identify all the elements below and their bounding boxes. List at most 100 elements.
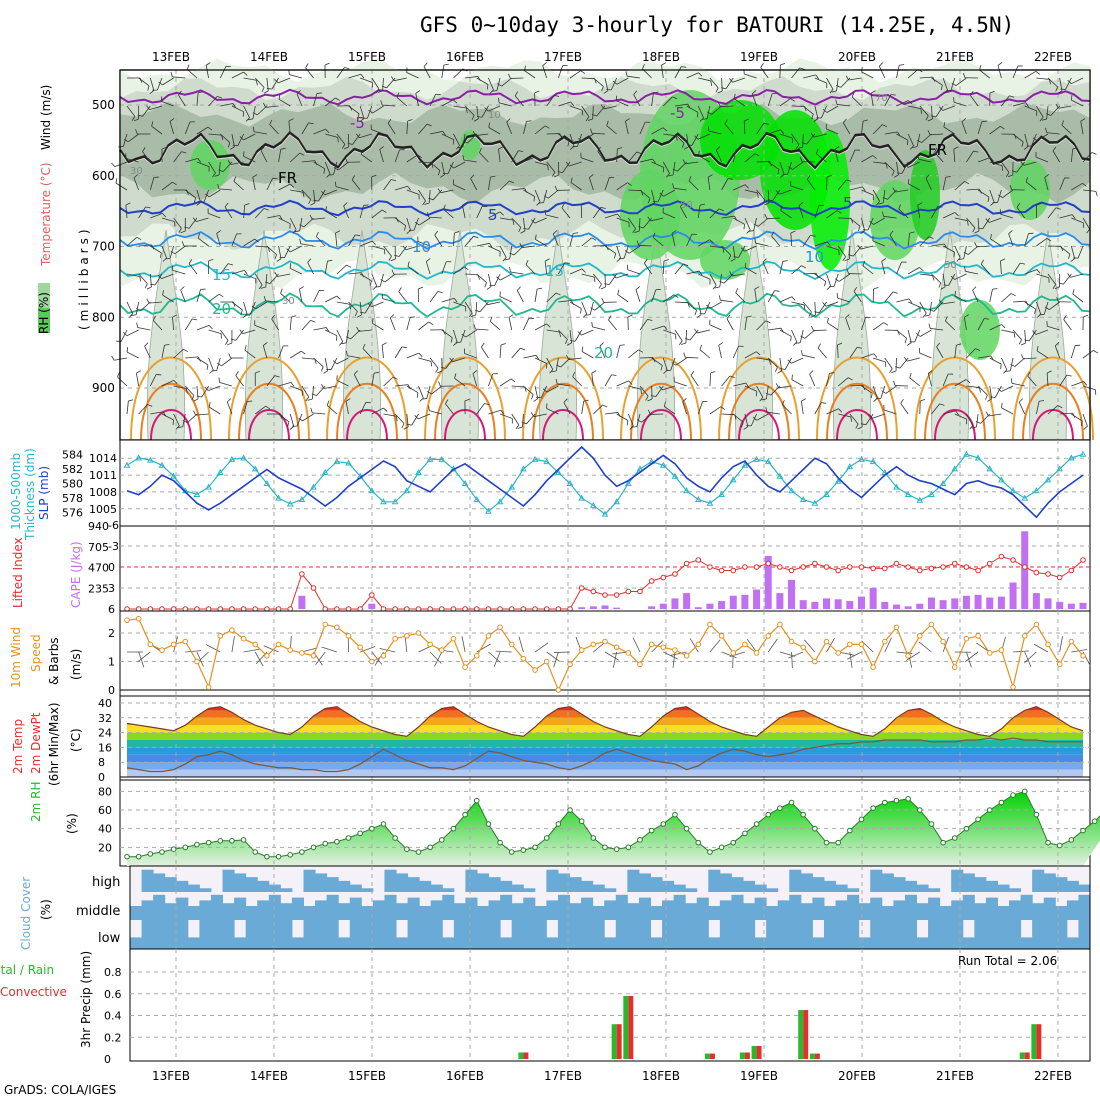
wind-barb-flag (931, 115, 937, 118)
wind-barb-flag (208, 258, 214, 262)
wind-barb (861, 189, 874, 196)
wind-barb-flag (1067, 80, 1072, 84)
wind-barb-flag (437, 291, 443, 294)
wind-barb-flag (180, 230, 186, 234)
wind-barb (953, 149, 956, 163)
wind-barb-flag (881, 211, 884, 217)
wind-barb (628, 385, 642, 390)
wind-barb-flag (508, 314, 514, 318)
wind-barb-flag (709, 239, 714, 244)
wind-speed-line-point (986, 650, 993, 656)
wind-barb (1023, 357, 1037, 360)
thickness-label-b: Thickness (dm) (23, 448, 37, 541)
wind-barb-flag (552, 171, 556, 177)
wind-barb (766, 411, 780, 415)
precip-total-bar (1031, 1024, 1037, 1059)
wind-barb-flag (371, 174, 377, 178)
wind-barb-flag (125, 202, 131, 206)
wind-speed-line-point (940, 638, 946, 645)
wind-barb (834, 149, 839, 163)
wind-barb (430, 130, 443, 135)
wind-barb-flag (269, 119, 273, 125)
wind-barb (173, 413, 180, 426)
thickness-line (126, 453, 1084, 516)
wind-barb (726, 318, 734, 331)
contour-label: FR (278, 169, 297, 187)
wind-speed-line-point (637, 661, 643, 668)
wind-barb-10m (553, 651, 559, 668)
wind-barb-flag (845, 75, 849, 81)
wind-barb (383, 376, 394, 387)
wind-barb-flag (795, 342, 801, 344)
wind-barb (931, 273, 942, 284)
wind-barb (117, 376, 128, 387)
rh-2m-line-point (951, 835, 958, 841)
wind-barb (849, 413, 859, 425)
wind-barb-flag (227, 160, 232, 165)
wind-barb (188, 263, 198, 275)
cloud-high-block (627, 869, 640, 892)
wind-barb-flag (958, 258, 964, 260)
wind-barb (804, 329, 816, 339)
wind-barb (715, 149, 722, 163)
thickness-line-point (893, 483, 900, 490)
wind-barb-flag (559, 331, 561, 338)
wind-barb (453, 301, 466, 307)
wind-barb-flag (454, 373, 457, 379)
thickness-line-point (345, 459, 352, 466)
temp2m-label-b: 2m DewPt (29, 712, 43, 774)
cloud-mid-block (500, 894, 513, 920)
rh-2m-line-point (322, 840, 328, 847)
wind-speed-line-point (963, 635, 970, 642)
wind-barb (1059, 214, 1073, 219)
wind-barb-flag (404, 225, 407, 231)
thickness-line-point (216, 469, 224, 476)
wind-barb-flag (339, 341, 344, 346)
wind-barb-flag (192, 217, 197, 222)
wind-barb (161, 273, 174, 280)
thickness-line-point (496, 498, 504, 505)
thickness-tick: 580 (62, 478, 83, 491)
wind-barb (798, 205, 804, 219)
wind-barb-flag (1020, 161, 1025, 166)
wind-barb-10m (429, 651, 442, 664)
wind-barb (394, 346, 403, 359)
wind-barb-flag (761, 398, 767, 401)
wind-barb (653, 237, 664, 247)
wind-barb-flag (769, 359, 771, 365)
wind-barb-flag (964, 314, 969, 318)
thickness-line-point (321, 469, 329, 476)
rh-2m-line-point (695, 839, 702, 846)
wind-barb-flag (335, 230, 341, 234)
wind-barb-flag (780, 368, 786, 370)
wind-barb (348, 272, 362, 275)
date-label-top: 17FEB (544, 50, 582, 64)
wind-barb (756, 189, 766, 201)
wind-barb (173, 385, 187, 389)
wind-barb (919, 273, 933, 276)
wind-barb (301, 160, 315, 163)
wind-barb-flag (889, 368, 893, 374)
wind-barb-flag (1071, 214, 1076, 219)
rh-2m-line-point (427, 844, 433, 851)
wind-barb (161, 245, 168, 259)
wind-barb (441, 133, 454, 140)
wind-barb (546, 95, 555, 107)
wind-barb-flag (188, 259, 193, 264)
contour-label: 15 (545, 262, 564, 280)
wind-barb-flag (801, 265, 807, 269)
wind-barb (639, 158, 653, 163)
wind-barb (499, 180, 510, 191)
rh-2m-line-point (812, 825, 818, 832)
precip-convective-bar (1024, 1052, 1030, 1059)
wind-barb-flag (1091, 152, 1097, 155)
wind-barb-flag (208, 325, 213, 330)
wind-speed-line-point (1068, 638, 1075, 645)
cloud-high-block (708, 869, 721, 892)
wind-barb (628, 349, 639, 359)
wind-barb (635, 289, 641, 303)
wind-barb-flag (227, 263, 234, 266)
wind-barb (336, 379, 349, 387)
wind-barb (849, 384, 863, 387)
wind-barb (196, 324, 210, 331)
